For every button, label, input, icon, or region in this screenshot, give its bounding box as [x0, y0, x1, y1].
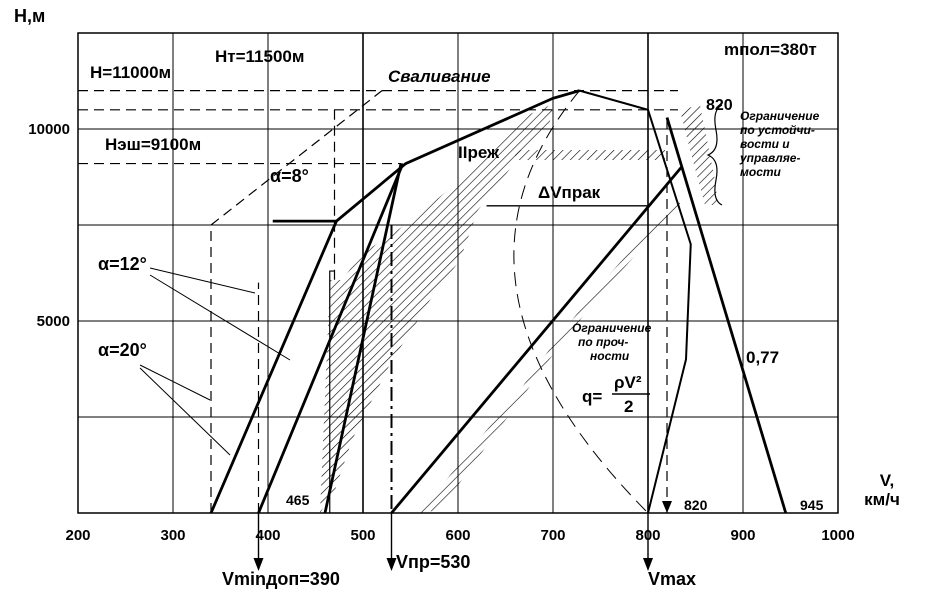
label-alpha-20: α=20° — [98, 340, 147, 360]
label-h-11000: H=11000м — [90, 63, 171, 82]
label-v-pr: Vпр=530 — [396, 552, 470, 572]
y-tick-5000: 5000 — [37, 313, 70, 330]
series-alpha_20 — [209, 89, 580, 514]
label-h-esh: Hэш=9100м — [105, 135, 201, 154]
x-tick-1000: 1000 — [821, 527, 854, 544]
label-svalivanie: Сваливание — [388, 67, 491, 86]
y-axis-label: H,м — [14, 6, 45, 26]
x-tick-800: 800 — [635, 527, 660, 544]
arrow-v-pr — [386, 558, 397, 571]
leader-alpha20b — [139, 367, 231, 456]
x-axis-label: V, — [880, 471, 895, 490]
series-465-drop — [329, 270, 335, 513]
brace-stability — [706, 104, 723, 206]
series-group — [209, 89, 788, 514]
label-ogr-ustoich-2: по устойчи- — [740, 123, 815, 137]
x-tick-200: 200 — [65, 527, 90, 544]
x-tick-300: 300 — [160, 527, 185, 544]
label-m-pol: mпол=380т — [724, 40, 817, 59]
hatch-region-left — [320, 103, 555, 513]
label-ogr-ustoich-4: управляе- — [739, 151, 800, 165]
x-tick-900: 900 — [730, 527, 755, 544]
dash-stall-curve — [210, 90, 383, 226]
label-465: 465 — [286, 492, 310, 508]
label-v-min: Vminдоп=390 — [222, 569, 340, 589]
x-axis-unit: км/ч — [864, 490, 900, 509]
label-077: 0,77 — [746, 348, 779, 367]
label-ogr-ustoich-5: мости — [740, 165, 782, 179]
leader-alpha20 — [139, 364, 211, 401]
label-ogr-ustoich-1: Ограничение — [740, 109, 820, 123]
label-ogr-ustoich-3: вости и — [740, 137, 790, 151]
arrow-v-max — [643, 558, 653, 571]
leader-alpha12b — [149, 274, 291, 361]
label-820-top: 820 — [706, 97, 733, 114]
series-m077 — [665, 117, 788, 514]
label-pi-rezh: IIреж — [458, 143, 500, 162]
label-q-den: 2 — [624, 397, 633, 416]
label-ogr-prochnost-2: по проч- — [578, 335, 628, 349]
arrow-820 — [662, 501, 672, 513]
x-tick-500: 500 — [350, 527, 375, 544]
label-q-lhs: q= — [582, 387, 602, 406]
series-alpha_12 — [257, 163, 405, 514]
label-dv-prak: ΔVпрак — [538, 183, 601, 202]
series-q_curve — [579, 89, 692, 514]
label-820-bottom: 820 — [684, 497, 708, 513]
y-tick-10000: 10000 — [28, 121, 70, 138]
hatch-region-upper — [515, 150, 665, 160]
series-prak — [390, 166, 683, 514]
x-tick-400: 400 — [255, 527, 280, 544]
label-945: 945 — [800, 497, 824, 513]
leader-alpha12 — [149, 267, 256, 294]
arrow-v-min — [253, 558, 264, 571]
label-ogr-prochnost-1: Ограничение — [572, 321, 652, 335]
tick-labels: 200 300 400 500 600 700 800 900 1000 5000 10000 — [28, 121, 854, 544]
label-ogr-prochnost-3: ности — [590, 349, 630, 363]
hatch-region-stability — [680, 105, 718, 205]
hatch-region-right — [420, 195, 680, 513]
annotation-lines — [78, 89, 678, 571]
label-q-num: ρV² — [614, 373, 642, 392]
series-alpha_8 — [323, 163, 403, 514]
x-tick-700: 700 — [540, 527, 565, 544]
x-tick-600: 600 — [445, 527, 470, 544]
label-h-t: Hт=11500м — [215, 47, 304, 66]
label-alpha-8: α=8° — [270, 166, 309, 186]
label-v-max: Vmax — [648, 569, 696, 589]
label-alpha-12: α=12° — [98, 254, 147, 274]
